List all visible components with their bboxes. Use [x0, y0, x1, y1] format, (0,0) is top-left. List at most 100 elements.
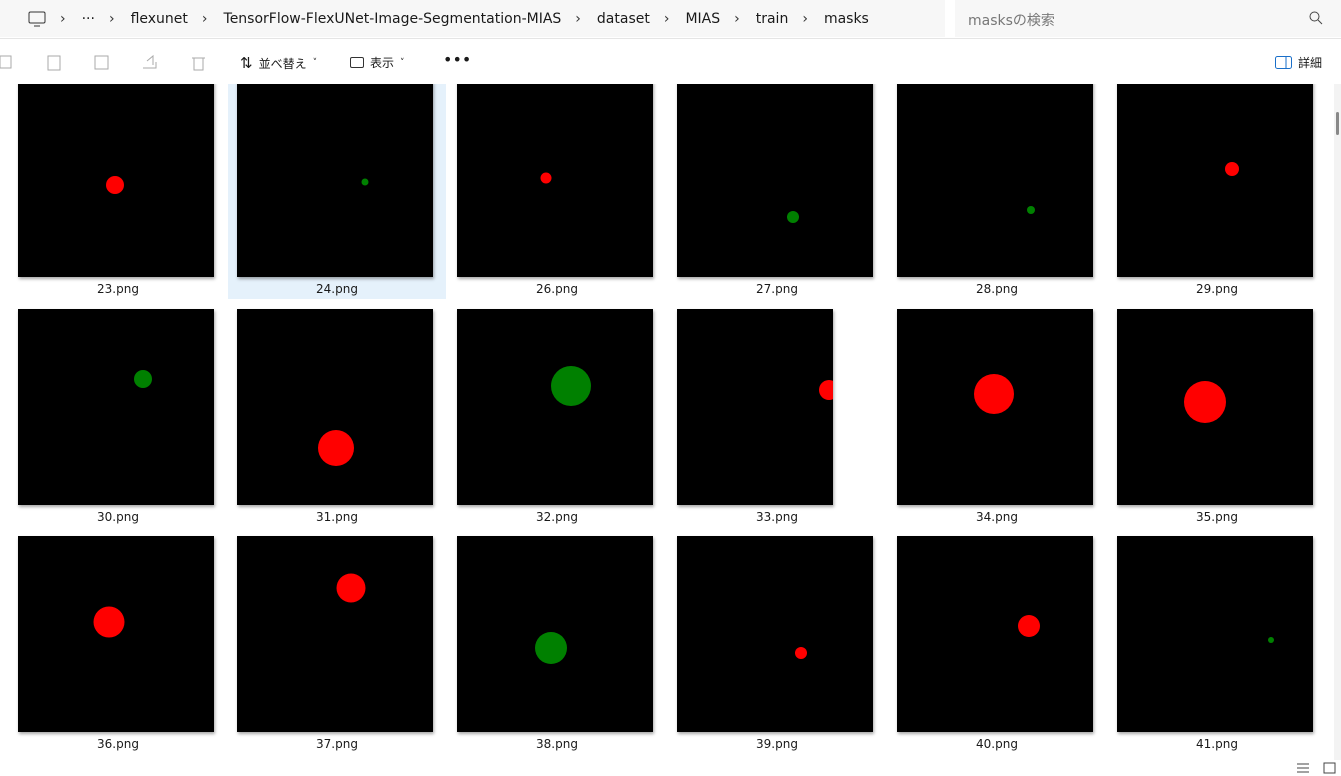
- mask-image: [540, 172, 552, 184]
- mask-image: [1184, 381, 1226, 423]
- scrollbar[interactable]: [1334, 84, 1341, 760]
- file-tile[interactable]: 27.png: [668, 84, 886, 299]
- mask-image: [795, 647, 807, 659]
- mask-image: [551, 366, 591, 406]
- view-label: 表示: [370, 56, 395, 70]
- file-tile[interactable]: 39.png: [668, 536, 886, 754]
- mask-image: [819, 380, 833, 400]
- file-name: 39.png: [756, 737, 798, 751]
- file-tile[interactable]: 37.png: [228, 536, 446, 754]
- view-button[interactable]: 表示 ˅: [350, 54, 405, 71]
- mask-image: [535, 632, 567, 664]
- chevron: ›: [108, 10, 115, 27]
- file-tile[interactable]: 28.png: [888, 84, 1106, 299]
- thumbnail: [897, 536, 1093, 732]
- file-tile[interactable]: 26.png: [448, 84, 666, 299]
- sort-button[interactable]: ⇅ 並べ替え ˅: [240, 54, 318, 72]
- thumbnail: [18, 309, 214, 505]
- scrollbar-thumb[interactable]: [1336, 112, 1339, 135]
- file-tile[interactable]: 34.png: [888, 309, 1106, 527]
- thumbnail: [677, 84, 873, 277]
- thumbnail: [18, 536, 214, 732]
- pc-icon[interactable]: [28, 11, 46, 27]
- chevron: ›: [575, 10, 581, 27]
- file-name: 35.png: [1196, 510, 1238, 524]
- file-tile[interactable]: 31.png: [228, 309, 446, 527]
- file-name: 37.png: [316, 737, 358, 751]
- thumbnail: [677, 536, 873, 732]
- thumbnail: [1117, 309, 1313, 505]
- file-tile[interactable]: 33.png: [668, 309, 886, 527]
- chevron: ›: [663, 10, 670, 27]
- thumbnail: [237, 309, 433, 505]
- toolbar-icons: [0, 54, 205, 71]
- file-name: 27.png: [756, 282, 798, 296]
- mask-image: [1018, 615, 1040, 637]
- file-name: 26.png: [536, 282, 578, 296]
- file-name: 30.png: [97, 510, 139, 524]
- mask-image: [336, 573, 366, 603]
- breadcrumb-item[interactable]: flexunet: [130, 10, 188, 27]
- chevron: ›: [802, 10, 808, 27]
- thumbnail: [1117, 536, 1313, 732]
- thumbnail: [457, 536, 653, 732]
- search-placeholder: masksの検索: [968, 13, 1055, 29]
- mask-image: [106, 176, 124, 194]
- thumbnail: [1117, 84, 1313, 277]
- mask-image: [93, 606, 125, 638]
- mask-image: [974, 374, 1014, 414]
- mask-image: [318, 430, 354, 466]
- breadcrumb-item[interactable]: dataset: [596, 10, 650, 27]
- mask-image: [1027, 206, 1035, 214]
- file-name: 41.png: [1196, 737, 1238, 751]
- file-name: 29.png: [1196, 282, 1238, 296]
- chevron: ›: [201, 10, 208, 27]
- thumbnail: [457, 84, 653, 277]
- mask-image: [361, 178, 369, 186]
- view-mode-icons[interactable]: [1296, 762, 1341, 776]
- mask-image: [1225, 162, 1239, 176]
- details-button[interactable]: 詳細: [1275, 54, 1322, 71]
- search-icon: [1309, 11, 1323, 25]
- thumbnail: [18, 84, 214, 277]
- file-tile[interactable]: 40.png: [888, 536, 1106, 754]
- mask-image: [1268, 637, 1274, 643]
- breadcrumb-item[interactable]: MIAS: [685, 10, 721, 27]
- mask-image: [787, 211, 799, 223]
- file-tile[interactable]: 35.png: [1108, 309, 1326, 527]
- breadcrumb-item[interactable]: masks: [823, 10, 869, 27]
- thumbnail: [237, 536, 433, 732]
- file-tile[interactable]: 38.png: [448, 536, 666, 754]
- file-tile[interactable]: 41.png: [1108, 536, 1326, 754]
- chevron: ›: [734, 10, 740, 27]
- breadcrumb-item[interactable]: train: [755, 10, 789, 27]
- address-bar[interactable]: › ··· › flexunet › TensorFlow-FlexUNet-Imag…: [0, 0, 945, 37]
- file-name: 28.png: [976, 282, 1018, 296]
- file-name: 23.png: [97, 282, 139, 296]
- file-name: 34.png: [976, 510, 1018, 524]
- file-tile[interactable]: 32.png: [448, 309, 666, 527]
- thumbnail: [677, 309, 833, 505]
- file-grid: 23.png 24.png 26.png 27.png 28.png 29.png 30.p…: [0, 84, 1330, 760]
- search-box[interactable]: masksの検索: [955, 0, 1341, 37]
- file-tile[interactable]: 29.png: [1108, 84, 1326, 299]
- file-name: 33.png: [756, 510, 798, 524]
- file-name: 40.png: [976, 737, 1018, 751]
- file-tile[interactable]: 36.png: [9, 536, 227, 754]
- more-dots[interactable]: ···: [81, 10, 95, 27]
- thumbnail: [897, 84, 1093, 277]
- file-tile[interactable]: 30.png: [9, 309, 227, 527]
- toolbar: ⇅ 並べ替え ˅ 表示 ˅ ••• 詳細: [0, 38, 1341, 85]
- file-name: 38.png: [536, 737, 578, 751]
- sort-label: 並べ替え: [258, 56, 307, 71]
- more-button[interactable]: •••: [443, 50, 472, 69]
- file-name: 36.png: [97, 737, 139, 751]
- file-tile[interactable]: 24.png: [228, 84, 446, 299]
- file-name: 24.png: [316, 282, 358, 296]
- file-name: 31.png: [316, 510, 358, 524]
- mask-image: [134, 370, 152, 388]
- breadcrumb-item[interactable]: TensorFlow-FlexUNet-Image-Segmentation-M…: [223, 10, 562, 27]
- thumbnail: [897, 309, 1093, 505]
- file-tile[interactable]: 23.png: [9, 84, 227, 299]
